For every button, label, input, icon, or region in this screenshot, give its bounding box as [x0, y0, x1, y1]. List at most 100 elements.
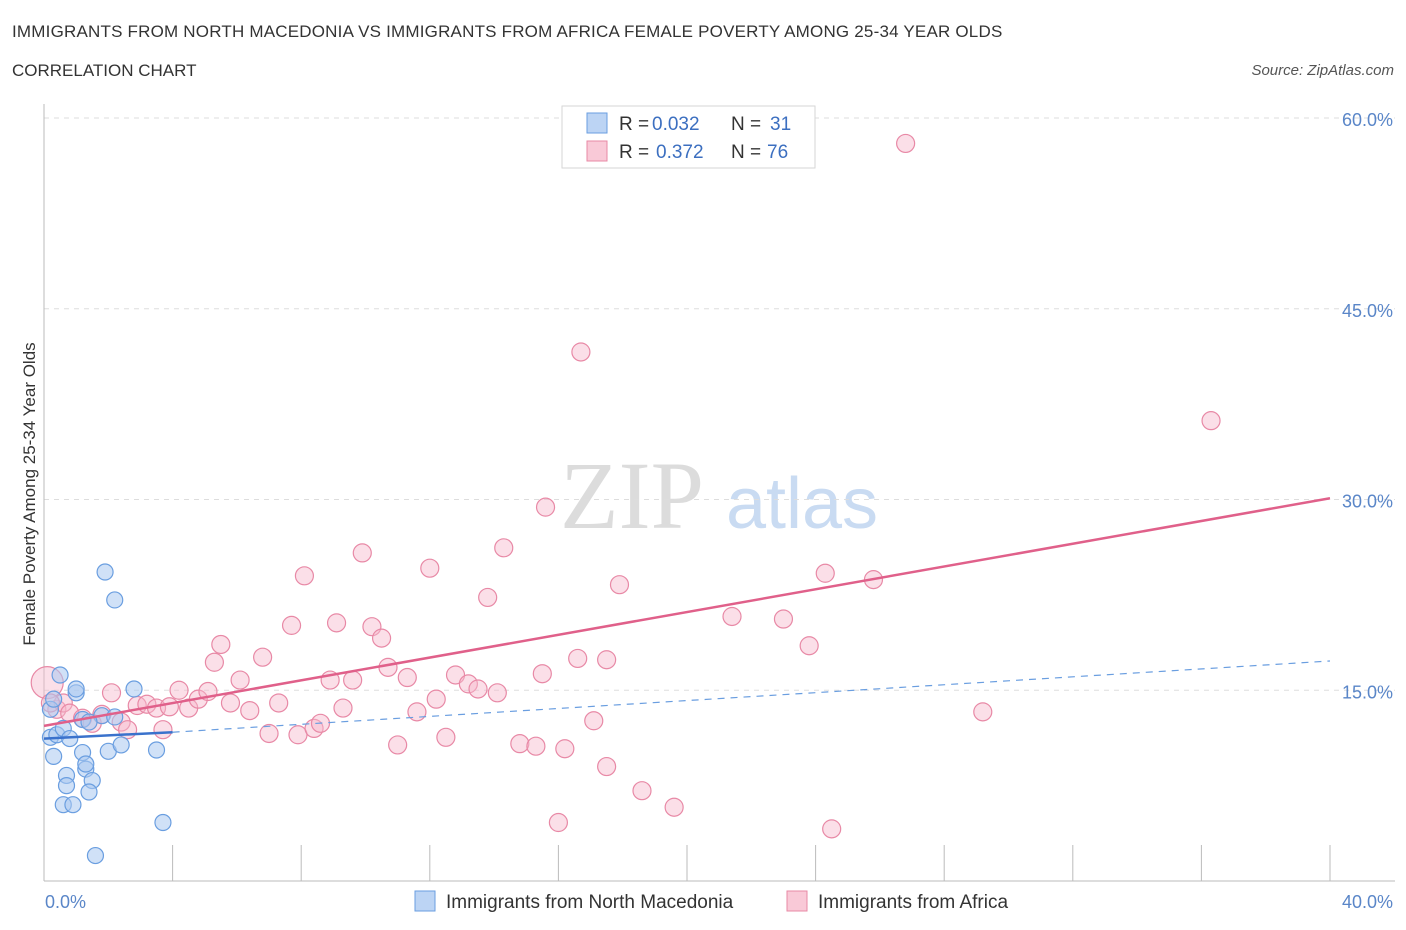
north-macedonia-point	[106, 591, 124, 609]
africa-point	[722, 606, 742, 627]
africa-point	[436, 727, 456, 747]
north-macedonia-point	[86, 846, 105, 865]
y-tick-label: 30.0%	[1342, 492, 1393, 512]
chart-title: IMMIGRANTS FROM NORTH MACEDONIA VS IMMIG…	[12, 22, 1003, 41]
africa-point	[378, 657, 398, 677]
legend-r-label-pink: R =	[619, 142, 649, 163]
bottom-legend: Immigrants from North Macedonia Immigran…	[414, 890, 1008, 913]
africa-point	[211, 634, 231, 655]
bottom-legend-label-blue: Immigrants from North Macedonia	[446, 892, 734, 913]
north-macedonia-point	[80, 783, 98, 801]
chart-subtitle: CORRELATION CHART	[12, 61, 197, 80]
north-macedonia-point	[77, 755, 95, 773]
legend-n-value-pink: 76	[767, 142, 788, 163]
legend-n-label-blue: N =	[731, 114, 761, 135]
africa-point	[294, 566, 315, 586]
africa-point	[397, 667, 417, 688]
africa-point	[1201, 411, 1221, 431]
africa-point	[896, 133, 916, 154]
chart-source: Source: ZipAtlas.com	[1251, 62, 1394, 79]
africa-point	[548, 812, 569, 833]
africa-point	[333, 698, 353, 718]
bottom-legend-swatch-pink	[786, 890, 808, 912]
africa-point	[288, 725, 308, 745]
africa-point	[799, 636, 819, 656]
africa-trend-line	[43, 496, 1331, 728]
north-macedonia-point	[154, 813, 172, 832]
africa-point	[253, 647, 273, 667]
africa-point	[153, 720, 173, 740]
north-macedonia-trend-line	[43, 730, 173, 740]
africa-point	[822, 819, 842, 839]
africa-point	[468, 679, 488, 699]
africa-point	[535, 497, 556, 517]
africa-point	[240, 700, 260, 721]
legend-r-label-blue: R =	[619, 114, 649, 135]
legend-n-label-pink: N =	[731, 142, 761, 163]
watermark-atlas: atlas	[726, 464, 878, 544]
africa-point	[426, 689, 446, 709]
legend-r-value-pink: 0.372	[656, 142, 704, 163]
gridlines	[44, 117, 1395, 691]
africa-point	[532, 664, 552, 684]
x-tick-label: 40.0%	[1342, 892, 1393, 912]
africa-point	[371, 628, 392, 648]
north-macedonia-point	[147, 741, 166, 759]
y-tick-label: 60.0%	[1342, 110, 1393, 130]
axes	[43, 104, 1395, 882]
africa-point	[388, 735, 408, 755]
africa-point	[204, 652, 224, 672]
africa-point	[304, 718, 324, 739]
series-north-macedonia-points	[41, 563, 172, 865]
africa-point	[352, 543, 372, 563]
north-macedonia-point	[51, 666, 69, 684]
legend-swatch-blue	[586, 112, 608, 134]
africa-point	[510, 734, 530, 754]
africa-point	[664, 797, 684, 817]
watermark: ZIP atlas	[560, 442, 878, 549]
africa-point	[259, 723, 279, 744]
north-macedonia-point	[112, 736, 130, 754]
africa-point	[420, 558, 440, 578]
africa-point	[101, 683, 122, 703]
africa-point	[632, 781, 652, 801]
africa-point	[343, 670, 363, 690]
watermark-zip: ZIP	[560, 442, 704, 549]
africa-point	[169, 680, 189, 700]
africa-point	[269, 693, 289, 713]
x-tick-label: 0.0%	[45, 892, 86, 912]
africa-point	[568, 648, 588, 669]
legend-swatch-pink	[586, 140, 608, 162]
y-tick-label: 15.0%	[1342, 682, 1393, 702]
africa-point	[220, 693, 241, 713]
africa-point	[230, 670, 250, 690]
north-macedonia-point	[96, 563, 114, 581]
africa-point	[973, 702, 993, 722]
africa-point	[597, 650, 617, 670]
africa-point	[571, 342, 591, 362]
bottom-legend-label-pink: Immigrants from Africa	[818, 892, 1008, 913]
legend: R = 0.032 N = 31 R = 0.372 N = 76	[561, 105, 816, 169]
africa-point	[815, 563, 835, 583]
africa-point	[597, 756, 617, 777]
north-macedonia-point	[45, 747, 63, 765]
africa-point	[609, 575, 630, 595]
north-macedonia-point	[57, 777, 76, 795]
africa-point	[281, 615, 302, 635]
north-macedonia-point	[45, 690, 63, 708]
north-macedonia-point	[67, 680, 85, 698]
north-macedonia-point	[125, 680, 143, 698]
africa-point	[326, 613, 347, 633]
legend-r-value-blue: 0.032	[652, 114, 700, 135]
legend-n-value-blue: 31	[770, 114, 791, 135]
x-tick-labels: 0.0% 40.0%	[45, 892, 1393, 912]
trend-lines	[43, 496, 1331, 740]
africa-point	[487, 683, 507, 703]
africa-point	[526, 736, 546, 756]
africa-point	[494, 538, 514, 558]
africa-point	[458, 674, 478, 694]
y-tick-labels: 15.0% 30.0% 45.0% 60.0%	[1342, 110, 1393, 702]
africa-point	[555, 739, 575, 759]
africa-point	[584, 711, 604, 731]
